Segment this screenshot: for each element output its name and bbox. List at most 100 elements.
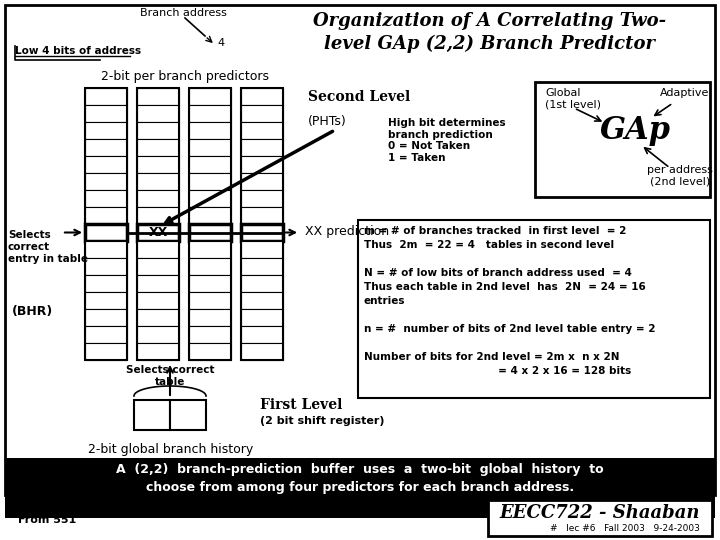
Text: EECC722 - Shaaban: EECC722 - Shaaban xyxy=(500,504,701,522)
Bar xyxy=(137,139,179,156)
Bar xyxy=(241,156,283,173)
Text: entries: entries xyxy=(364,296,405,306)
Bar xyxy=(85,156,127,173)
Bar xyxy=(85,275,127,292)
Bar xyxy=(189,241,231,258)
Bar xyxy=(85,173,127,190)
Bar xyxy=(241,326,283,343)
Bar xyxy=(488,500,712,536)
Text: (PHTs): (PHTs) xyxy=(308,115,347,128)
Bar xyxy=(189,190,231,207)
Bar xyxy=(241,88,283,105)
Bar xyxy=(137,292,179,309)
Text: Low 4 bits of address: Low 4 bits of address xyxy=(15,46,141,56)
Bar xyxy=(85,258,127,275)
Text: Selects
correct
entry in table: Selects correct entry in table xyxy=(8,231,88,264)
Bar xyxy=(189,139,231,156)
Text: From 551: From 551 xyxy=(18,515,76,525)
Bar xyxy=(241,241,283,258)
Bar xyxy=(241,173,283,190)
Text: (2 bit shift register): (2 bit shift register) xyxy=(260,416,384,426)
Text: XX prediction: XX prediction xyxy=(305,225,389,238)
Bar xyxy=(85,105,127,122)
Bar xyxy=(137,343,179,360)
Bar xyxy=(241,122,283,139)
Text: Number of bits for 2nd level = 2m x  n x 2N: Number of bits for 2nd level = 2m x n x … xyxy=(364,352,619,362)
Text: per address
(2nd level): per address (2nd level) xyxy=(647,165,713,187)
Bar xyxy=(137,105,179,122)
Text: Branch address: Branch address xyxy=(140,8,226,18)
Bar xyxy=(85,88,127,105)
Text: choose from among four predictors for each branch address.: choose from among four predictors for ea… xyxy=(146,481,574,494)
Text: #   lec #6   Fall 2003   9-24-2003: # lec #6 Fall 2003 9-24-2003 xyxy=(550,524,700,533)
Text: Selects correct
table: Selects correct table xyxy=(126,365,215,387)
Bar xyxy=(241,88,283,360)
Bar xyxy=(137,326,179,343)
Bar xyxy=(137,309,179,326)
Bar xyxy=(85,343,127,360)
Bar xyxy=(189,275,231,292)
Bar xyxy=(85,224,127,241)
Bar xyxy=(85,241,127,258)
Bar xyxy=(85,207,127,224)
Bar xyxy=(189,88,231,360)
Bar xyxy=(189,88,231,105)
Bar xyxy=(189,258,231,275)
Bar xyxy=(170,400,206,430)
Bar xyxy=(85,292,127,309)
Text: = 4 x 2 x 16 = 128 bits: = 4 x 2 x 16 = 128 bits xyxy=(364,366,631,376)
Text: High bit determines
branch prediction
0 = Not Taken
1 = Taken: High bit determines branch prediction 0 … xyxy=(388,118,505,163)
Text: Thus each table in 2nd level  has  2N  = 24 = 16: Thus each table in 2nd level has 2N = 24… xyxy=(364,282,646,292)
Bar xyxy=(241,275,283,292)
Text: Global
(1st level): Global (1st level) xyxy=(545,88,601,110)
Bar xyxy=(358,220,710,398)
Text: A  (2,2)  branch-prediction  buffer  uses  a  two-bit  global  history  to: A (2,2) branch-prediction buffer uses a … xyxy=(116,463,604,476)
Bar xyxy=(137,88,179,105)
Text: n = #  number of bits of 2nd level table entry = 2: n = # number of bits of 2nd level table … xyxy=(364,324,655,334)
Bar xyxy=(241,190,283,207)
Text: 2-bit per branch predictors: 2-bit per branch predictors xyxy=(101,70,269,83)
Bar xyxy=(189,292,231,309)
Text: GAp: GAp xyxy=(600,115,670,146)
Bar xyxy=(535,82,710,197)
Bar xyxy=(241,207,283,224)
Bar xyxy=(134,400,170,430)
Bar xyxy=(85,190,127,207)
Bar xyxy=(85,326,127,343)
Bar xyxy=(241,258,283,275)
Text: Second Level: Second Level xyxy=(308,90,410,104)
Text: m = # of branches tracked  in first level  = 2: m = # of branches tracked in first level… xyxy=(364,226,626,236)
Bar xyxy=(137,122,179,139)
Bar xyxy=(137,190,179,207)
Bar xyxy=(85,139,127,156)
Bar xyxy=(137,88,179,360)
Bar xyxy=(189,326,231,343)
Bar xyxy=(189,343,231,360)
Bar xyxy=(189,122,231,139)
Text: XX: XX xyxy=(148,226,168,239)
Bar xyxy=(85,122,127,139)
Bar xyxy=(137,173,179,190)
Bar xyxy=(137,241,179,258)
Text: (BHR): (BHR) xyxy=(12,305,53,318)
Text: N = # of low bits of branch address used  = 4: N = # of low bits of branch address used… xyxy=(364,268,632,278)
Text: Adaptive: Adaptive xyxy=(660,88,710,98)
Bar xyxy=(137,207,179,224)
Bar xyxy=(189,309,231,326)
Bar xyxy=(189,207,231,224)
Bar xyxy=(241,343,283,360)
Bar xyxy=(241,292,283,309)
Text: level GAp (2,2) Branch Predictor: level GAp (2,2) Branch Predictor xyxy=(325,35,655,53)
Bar xyxy=(189,105,231,122)
Bar xyxy=(241,105,283,122)
Bar xyxy=(137,224,179,241)
Text: 4: 4 xyxy=(217,38,224,48)
Text: 2-bit global branch history: 2-bit global branch history xyxy=(88,443,253,456)
Bar xyxy=(241,309,283,326)
Bar xyxy=(189,173,231,190)
Bar xyxy=(137,275,179,292)
Bar xyxy=(241,139,283,156)
Bar xyxy=(189,156,231,173)
Bar xyxy=(189,224,231,241)
Bar xyxy=(137,258,179,275)
